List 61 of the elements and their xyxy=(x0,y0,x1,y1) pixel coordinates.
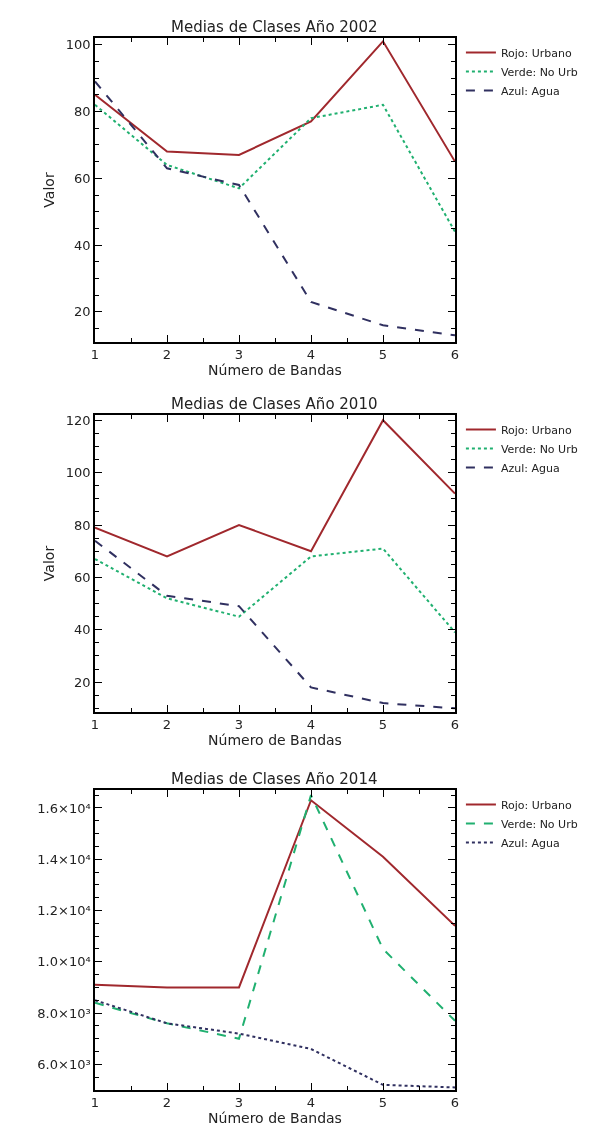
line-series xyxy=(95,539,455,710)
y-tick-label: 60 xyxy=(74,170,91,186)
x-tick-label: 5 xyxy=(378,347,388,363)
y-tick-label: 40 xyxy=(74,622,91,638)
legend-label: Azul: Agua xyxy=(500,461,560,475)
y-tick-label: 8.0×10³ xyxy=(37,1005,91,1021)
y-axis-title: Valor xyxy=(40,545,57,582)
y-tick-label: 1.4×10⁴ xyxy=(37,851,91,867)
x-tick-label: 5 xyxy=(378,717,388,733)
legend-label: Verde: No Urb xyxy=(500,817,578,831)
x-axis-title: Número de Bandas xyxy=(208,732,342,749)
y-tick-label: 80 xyxy=(74,104,91,120)
y-tick-label: 40 xyxy=(74,237,91,253)
y-tick-label: 1.0×10⁴ xyxy=(37,954,91,970)
x-tick-label: 6 xyxy=(450,717,460,733)
x-axis-title: Número de Bandas xyxy=(208,362,342,379)
x-tick-label: 3 xyxy=(234,717,244,733)
x-tick-label: 6 xyxy=(450,1095,460,1111)
chart-title: Medias de Clases Año 2002 xyxy=(171,18,378,36)
x-tick-label: 5 xyxy=(378,1095,388,1111)
line-series xyxy=(95,794,455,1040)
x-tick-label: 1 xyxy=(90,717,100,733)
line-series xyxy=(95,547,455,634)
y-tick-label: 1.2×10⁴ xyxy=(37,903,91,919)
x-tick-label: 3 xyxy=(234,1095,244,1111)
y-tick-label: 60 xyxy=(74,569,91,585)
line-series xyxy=(95,799,455,989)
x-axis-title: Número de Bandas xyxy=(208,1110,342,1126)
y-tick-label: 1.6×10⁴ xyxy=(37,800,91,816)
x-tick-label: 1 xyxy=(90,1095,100,1111)
line-series xyxy=(95,80,455,337)
y-axis-title: Valor xyxy=(40,172,57,208)
y-tick-label: 20 xyxy=(74,304,91,320)
x-tick-label: 2 xyxy=(162,1095,172,1111)
y-tick-label: 80 xyxy=(74,517,91,533)
y-tick-label: 100 xyxy=(65,37,91,53)
legend-label: Azul: Agua xyxy=(500,836,560,850)
chart-title: Medias de Clases Año 2014 xyxy=(171,770,378,788)
legend-label: Verde: No Urb xyxy=(500,442,578,456)
line-series xyxy=(95,419,455,558)
y-tick-label: 100 xyxy=(65,465,91,481)
x-tick-label: 1 xyxy=(90,347,100,363)
y-tick-label: 6.0×10³ xyxy=(37,1056,91,1072)
legend-label: Verde: No Urb xyxy=(500,65,578,79)
line-series xyxy=(95,103,455,233)
legend-label: Rojo: Urbano xyxy=(500,798,573,812)
x-tick-label: 3 xyxy=(234,347,244,363)
x-tick-label: 4 xyxy=(306,347,316,363)
chart-title: Medias de Clases Año 2010 xyxy=(171,395,378,413)
x-tick-label: 2 xyxy=(162,717,172,733)
x-tick-label: 6 xyxy=(450,347,460,363)
x-tick-label: 4 xyxy=(306,1095,316,1111)
legend-label: Azul: Agua xyxy=(500,84,560,98)
y-tick-label: 20 xyxy=(74,674,91,690)
legend-label: Rojo: Urbano xyxy=(500,423,573,437)
legend-label: Rojo: Urbano xyxy=(500,46,573,60)
line-series xyxy=(95,40,455,163)
x-tick-label: 4 xyxy=(306,717,316,733)
line-series xyxy=(95,999,455,1089)
x-tick-label: 2 xyxy=(162,347,172,363)
y-tick-label: 120 xyxy=(65,412,91,428)
